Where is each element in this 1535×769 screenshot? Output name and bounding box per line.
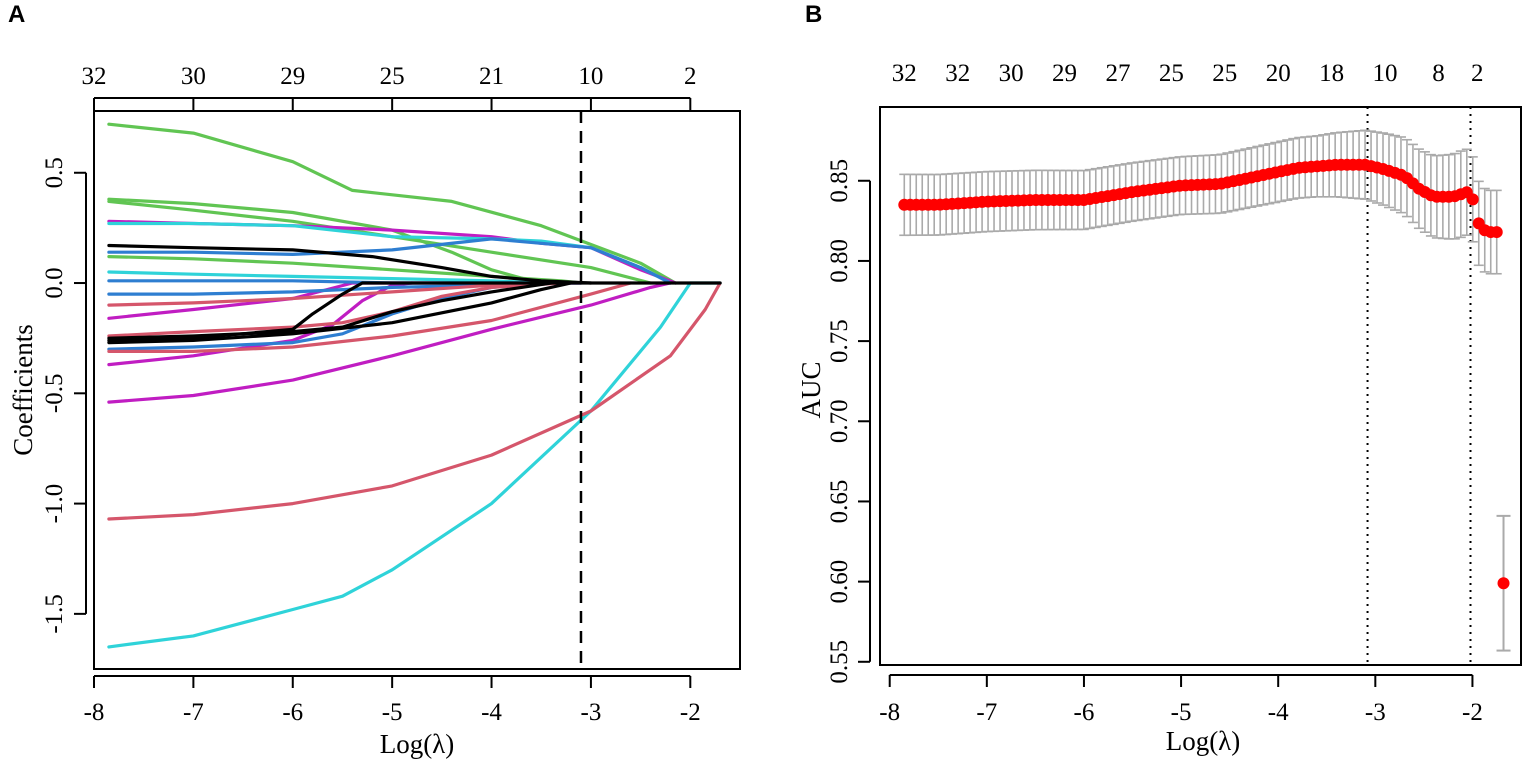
x-tick-label-b: -8	[879, 699, 900, 726]
y-tick-label-a: 0.5	[41, 157, 68, 188]
plot-frame-b	[879, 106, 1522, 666]
top-axis-a: 32 30 29 25 21 10 2	[82, 63, 697, 110]
x-tick-label-b: -3	[1365, 699, 1386, 726]
y-tick-label-b: 0.55	[826, 640, 853, 684]
y-axis-b: 0.55 0.60 0.65 0.70 0.75 0.80 0.85	[826, 159, 871, 684]
y-tick-label-b: 0.75	[826, 319, 853, 363]
coef-path-red-1	[107, 281, 722, 521]
top-tick-label-b: 10	[1373, 60, 1398, 87]
top-tick-label-b: 20	[1266, 60, 1291, 87]
top-tick-label-a: 32	[82, 63, 107, 90]
y-tick-label-b: 0.65	[826, 480, 853, 524]
x-axis-title-b: Log(λ)	[1166, 726, 1241, 756]
top-tick-label-b: 29	[1052, 60, 1077, 87]
top-tick-label-a: 10	[578, 63, 603, 90]
top-tick-label-b: 8	[1432, 60, 1445, 87]
auc-points	[898, 158, 1510, 590]
y-axis-title-b: AUC	[796, 361, 826, 418]
auc-point	[1490, 226, 1503, 239]
auc-error-bars	[899, 129, 1511, 652]
coef-path-black-1	[107, 243, 593, 285]
x-tick-label-a: -5	[382, 699, 403, 726]
coef-path-red-4	[107, 281, 563, 338]
y-tick-label-b: 0.60	[826, 560, 853, 604]
y-axis-title-a: Coefficients	[8, 324, 38, 455]
x-axis-title-a: Log(λ)	[380, 729, 455, 759]
x-tick-label-a: -4	[481, 699, 502, 726]
top-tick-label-a: 30	[181, 63, 206, 90]
top-tick-label-a: 29	[280, 63, 305, 90]
x-tick-label-b: -5	[1171, 699, 1192, 726]
x-tick-label-a: -6	[282, 699, 303, 726]
panel-label-b: B	[805, 1, 822, 28]
y-tick-label-b: 0.70	[826, 399, 853, 443]
coef-path-green-1	[107, 122, 677, 285]
top-axis-b: 32 32 30 29 27 25 25 20 18 10 8 2	[892, 60, 1484, 87]
y-tick-label-a: -1.0	[41, 484, 68, 524]
y-tick-label-b: 0.85	[826, 159, 853, 203]
y-axis-a: -1.5 -1.0 -0.5 0.0 0.5	[41, 157, 87, 634]
auc-point-outlier	[1497, 577, 1510, 590]
x-axis-a: -8 -7 -6 -5 -4 -3 -2	[84, 675, 701, 726]
x-tick-label-b: -2	[1462, 699, 1483, 726]
x-tick-label-a: -8	[84, 699, 105, 726]
coef-path-cyan-1	[107, 281, 722, 649]
x-tick-label-a: -3	[581, 699, 602, 726]
coef-path-black-3	[107, 281, 573, 345]
y-tick-label-b: 0.80	[826, 239, 853, 283]
coef-path-red-2	[107, 281, 633, 353]
top-tick-label-b: 32	[945, 60, 970, 87]
top-tick-label-b: 2	[1471, 60, 1484, 87]
x-tick-label-a: -2	[680, 699, 701, 726]
x-tick-label-b: -6	[1074, 699, 1095, 726]
panel-a-chart: -8 -7 -6 -5 -4 -3 -2 -1.5 -1.0 -0.5 0.0 0.5 32 30 29…	[8, 63, 741, 759]
top-tick-label-b: 27	[1105, 60, 1130, 87]
top-tick-label-b: 25	[1159, 60, 1184, 87]
x-axis-b: -8 -7 -6 -5 -4 -3 -2	[879, 674, 1483, 726]
plot-frame-a	[93, 110, 741, 670]
top-tick-label-b: 30	[999, 60, 1024, 87]
coef-path-blue-1	[107, 237, 672, 285]
y-tick-label-a: -1.5	[41, 594, 68, 634]
x-tick-label-b: -7	[976, 699, 997, 726]
top-tick-label-a: 2	[684, 63, 697, 90]
lasso-coefficient-paths	[107, 122, 722, 649]
x-tick-label-a: -7	[183, 699, 204, 726]
top-tick-label-a: 25	[380, 63, 405, 90]
x-tick-label-b: -4	[1268, 699, 1289, 726]
top-tick-label-b: 32	[892, 60, 917, 87]
coef-path-cyan-3	[107, 270, 543, 285]
coef-path-magenta-4	[107, 281, 672, 404]
auc-point	[1466, 193, 1479, 206]
top-tick-label-a: 21	[479, 63, 504, 90]
y-tick-label-a: 0.0	[41, 267, 68, 298]
panel-label-a: A	[8, 1, 25, 28]
coef-path-green-3	[107, 199, 653, 285]
y-tick-label-a: -0.5	[41, 374, 68, 414]
top-tick-label-b: 18	[1319, 60, 1344, 87]
top-tick-label-b: 25	[1212, 60, 1237, 87]
panel-b-chart: -8 -7 -6 -5 -4 -3 -2 0.550.600.650.700.750.800…	[796, 60, 1522, 756]
